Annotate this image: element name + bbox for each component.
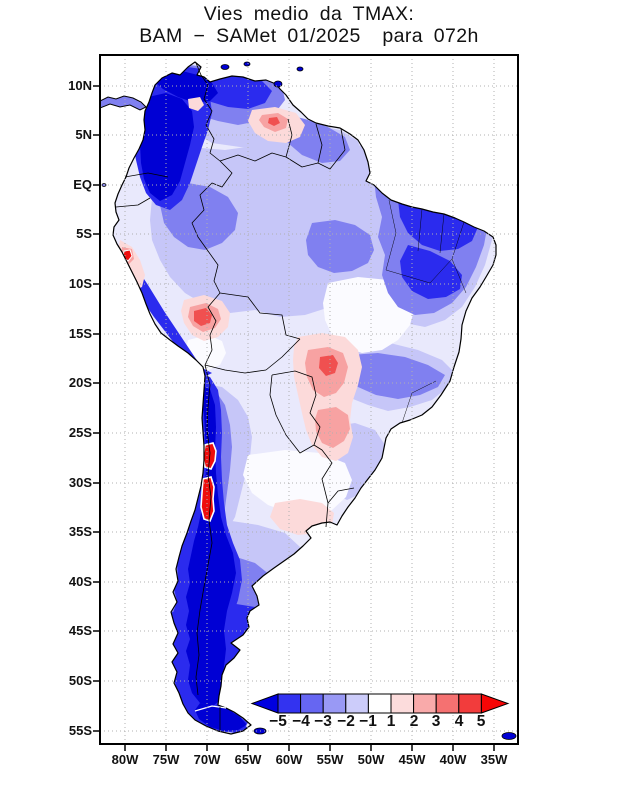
colorbar-left-arrow [250, 693, 279, 714]
islands [101, 61, 517, 740]
colorbar-cell [300, 693, 324, 714]
lon-label: 55W [316, 752, 344, 767]
colorbar-cell [435, 693, 460, 714]
lat-tick-marks [93, 85, 100, 732]
shading-peruandes-red [194, 308, 212, 326]
lon-label: 60W [275, 752, 303, 767]
bias-shading [117, 65, 496, 733]
lon-label: 45W [398, 752, 426, 767]
lat-label: 5S [76, 226, 92, 241]
shading-maracaibo-palepink [188, 97, 204, 111]
plot-frame [99, 54, 519, 745]
magellan-strait [194, 705, 227, 712]
shading-ncolombia-deep [154, 70, 218, 103]
colorbar-cell [322, 693, 347, 714]
colorbar-label: −4 [292, 713, 310, 730]
lat-label: 25S [68, 425, 92, 440]
colorbar [250, 693, 510, 714]
lon-label: 70W [193, 752, 221, 767]
shading-venezuela-red [268, 117, 280, 126]
lat-label: 20S [68, 375, 92, 390]
shading-nordeste-strong-b [400, 245, 462, 299]
caribbean-island [220, 64, 230, 70]
colorbar-cell [345, 693, 369, 714]
shading-peru-coast-strong [124, 263, 212, 377]
caribbean-island [296, 66, 304, 72]
figure-title-line2: BAM − SAMet 01/2025 para 072h [139, 25, 479, 47]
lon-label: 40W [439, 752, 467, 767]
lat-label: 40S [68, 574, 92, 589]
colorbar-cell [367, 693, 392, 714]
colorbar-right-arrow [480, 693, 510, 714]
caribbean-island [243, 61, 251, 67]
lat-label: 30S [68, 475, 92, 490]
lat-label: 50S [68, 673, 92, 688]
lat-label: 35S [68, 524, 92, 539]
lon-tick-marks [124, 744, 495, 751]
lon-label: 35W [480, 752, 508, 767]
colorbar-label: 3 [431, 713, 441, 730]
colorbar-label: −1 [359, 713, 377, 730]
lon-label: 80W [111, 752, 139, 767]
colorbar-label: 1 [386, 713, 396, 730]
panama-isthmus [100, 95, 147, 111]
colorbar-cell [390, 693, 415, 714]
shading-chile-deep [186, 385, 236, 707]
shading-pampas-white [243, 450, 352, 517]
shading-se-coast-medium [344, 353, 445, 399]
map-area [100, 61, 517, 740]
lat-label: 55S [68, 723, 92, 738]
colorbar-label: −5 [269, 713, 287, 730]
lat-label: 10S [68, 276, 92, 291]
colorbar-label: 5 [476, 713, 486, 730]
shading-centralbrazil-red [319, 355, 338, 376]
lat-label: 5N [75, 127, 92, 142]
lat-label: 45S [68, 623, 92, 638]
lat-label: 15S [68, 326, 92, 341]
colorbar-cell [413, 693, 437, 714]
lon-label: 50W [357, 752, 385, 767]
lat-label: 10N [68, 78, 92, 93]
colorbar-cell [277, 693, 302, 714]
shading-east-amazon-medium [306, 220, 374, 273]
shading-paraguay-pink [315, 407, 350, 448]
colorbar-cell [458, 693, 482, 714]
colorbar-label: −3 [314, 713, 332, 730]
lon-label: 75W [152, 752, 180, 767]
lat-label: EQ [73, 177, 92, 192]
colorbar-label: −2 [337, 713, 355, 730]
figure-title-line1: Vies medio da TMAX: [203, 3, 415, 25]
grid-lines [100, 55, 518, 744]
colorbar-label: 4 [454, 713, 464, 730]
south-atlantic-island [501, 732, 517, 740]
colorbar-label: 2 [409, 713, 419, 730]
shading-tierradelfuego-deep [195, 703, 247, 731]
lon-label: 65W [234, 752, 262, 767]
